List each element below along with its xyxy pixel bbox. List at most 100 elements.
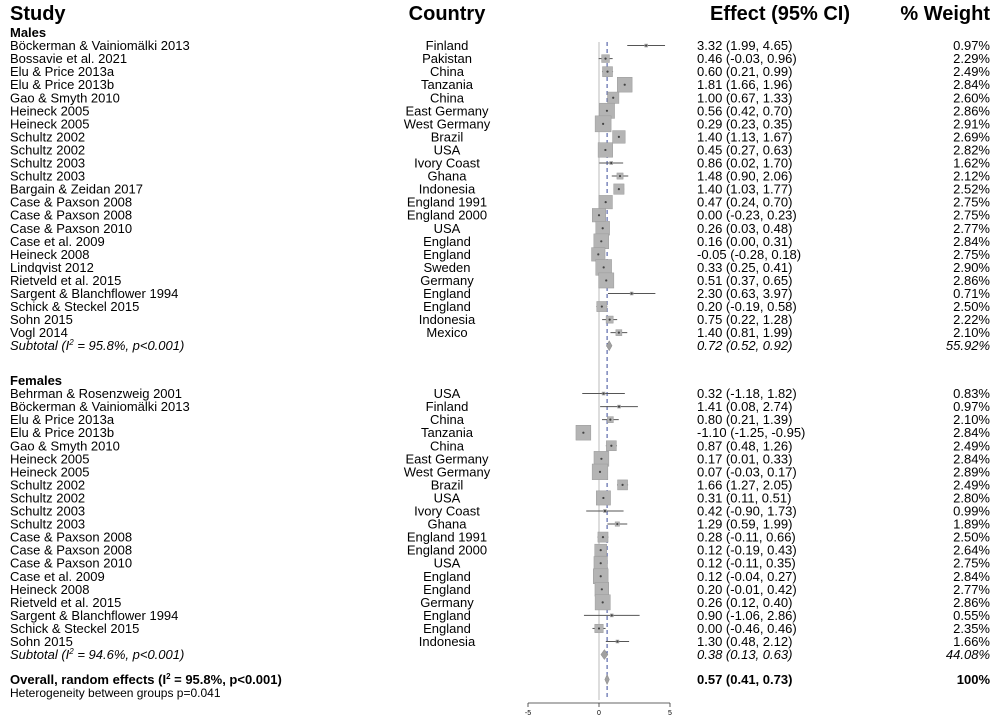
point-estimate <box>617 188 620 191</box>
effect-ci: 0.42 (-0.90, 1.73) <box>697 504 797 519</box>
country-name: England <box>423 621 471 636</box>
weight-value: 0.83% <box>953 386 990 401</box>
effect-ci: 0.45 (0.27, 0.63) <box>697 142 792 157</box>
country-header: Country <box>409 3 487 25</box>
weight-value: 2.84% <box>953 425 990 440</box>
effect-ci: 1.30 (0.48, 2.12) <box>697 634 792 649</box>
country-name: China <box>430 64 465 79</box>
study-name: Case & Paxson 2008 <box>10 195 132 210</box>
weight-value: 2.77% <box>953 582 990 597</box>
point-estimate <box>601 536 605 539</box>
point-estimate <box>601 227 604 230</box>
overall-label: Overall, random effects (I2 = 95.8%, p<0… <box>10 672 282 687</box>
effect-ci: 1.40 (1.03, 1.77) <box>697 182 792 197</box>
country-name: Indonesia <box>419 182 476 197</box>
weight-value: 2.29% <box>953 51 990 66</box>
country-name: England <box>423 582 471 597</box>
weight-value: 2.86% <box>953 273 990 288</box>
study-name: Schultz 2002 <box>10 142 85 157</box>
study-name: Schultz 2002 <box>10 490 85 505</box>
effect-ci: 0.87 (0.48, 1.26) <box>697 438 792 453</box>
point-estimate <box>604 201 607 204</box>
forest-row: Böckerman & Vainiomälki 2013 Finland 3.32 … <box>10 38 990 53</box>
effect-header: Effect (95% CI) <box>710 3 850 25</box>
country-name: West Germany <box>404 464 491 479</box>
weight-value: 2.60% <box>953 90 990 105</box>
study-name: Schultz 2002 <box>10 477 85 492</box>
point-estimate <box>598 470 602 473</box>
country-name: England 2000 <box>407 208 487 223</box>
country-name: Germany <box>420 595 474 610</box>
weight-value: 2.86% <box>953 103 990 118</box>
forest-row: Schick & Steckel 2015 England 0.20 (-0.19,… <box>10 299 990 314</box>
weight-value: 2.82% <box>953 142 990 157</box>
country-name: Ghana <box>427 169 467 184</box>
weight-value: 1.62% <box>953 156 990 171</box>
effect-ci: 1.48 (0.90, 2.06) <box>697 169 792 184</box>
effect-ci: 0.17 (0.01, 0.33) <box>697 451 792 466</box>
country-name: Tanzania <box>421 425 474 440</box>
study-name: Bossavie et al. 2021 <box>10 51 127 66</box>
point-estimate <box>602 496 605 500</box>
effect-ci: -0.05 (-0.28, 0.18) <box>697 247 801 262</box>
forest-row: Case & Paxson 2010 USA 0.26 (0.03, 0.48) 2.… <box>10 221 990 236</box>
study-name: Bargain & Zeidan 2017 <box>10 182 143 197</box>
point-estimate <box>603 509 607 513</box>
point-estimate <box>602 122 605 125</box>
x-tick-label: -5 <box>525 710 531 717</box>
weight-value: 2.69% <box>953 129 990 144</box>
forest-row: Schultz 2002 USA 0.31 (0.11, 0.51) 2.80% <box>10 490 990 505</box>
effect-ci: 0.86 (0.02, 1.70) <box>697 156 792 171</box>
subtotal-label: Subtotal (I2 = 94.6%, p<0.001) <box>10 647 184 662</box>
point-estimate <box>630 292 633 295</box>
subtotal-weight: 55.92% <box>946 338 990 353</box>
country-name: USA <box>434 386 461 401</box>
study-name: Sohn 2015 <box>10 312 73 327</box>
weight-value: 2.75% <box>953 208 990 223</box>
weight-value: 2.12% <box>953 169 990 184</box>
effect-ci: 0.32 (-1.18, 1.82) <box>697 386 797 401</box>
subtotal-weight: 44.08% <box>946 647 990 662</box>
effect-ci: 0.90 (-1.06, 2.86) <box>697 608 797 623</box>
study-name: Rietveld et al. 2015 <box>10 273 121 288</box>
study-name: Elu & Price 2013a <box>10 412 115 427</box>
country-name: Brazil <box>431 477 464 492</box>
study-header: Study <box>10 3 66 25</box>
point-estimate <box>612 96 615 99</box>
weight-value: 2.90% <box>953 260 990 275</box>
point-estimate <box>600 240 603 243</box>
forest-row: Schultz 2002 Brazil 1.66 (1.27, 2.05) 2.49% <box>10 477 990 492</box>
effect-ci: 0.07 (-0.03, 0.17) <box>697 464 797 479</box>
point-estimate <box>623 83 626 86</box>
effect-ci: 0.12 (-0.19, 0.43) <box>697 543 797 558</box>
country-name: Brazil <box>431 129 464 144</box>
study-name: Böckerman & Vainiomälki 2013 <box>10 38 190 53</box>
effect-ci: 0.00 (-0.23, 0.23) <box>697 208 797 223</box>
country-name: England 1991 <box>407 195 487 210</box>
overall-weight: 100% <box>957 672 991 687</box>
study-name: Schick & Steckel 2015 <box>10 299 139 314</box>
forest-row: Sohn 2015 Indonesia 0.75 (0.22, 1.28) 2.22% <box>10 312 990 327</box>
country-name: Finland <box>426 38 469 53</box>
country-name: West Germany <box>404 116 491 131</box>
country-name: Ghana <box>427 517 467 532</box>
point-estimate <box>618 174 622 178</box>
study-name: Schultz 2003 <box>10 504 85 519</box>
study-name: Heineck 2005 <box>10 451 90 466</box>
forest-row: Heineck 2005 East Germany 0.17 (0.01, 0.33… <box>10 451 990 467</box>
forest-row: Böckerman & Vainiomälki 2013 Finland 1.41 … <box>10 399 990 414</box>
country-name: Germany <box>420 273 474 288</box>
weight-value: 1.89% <box>953 517 990 532</box>
effect-ci: 0.20 (-0.19, 0.58) <box>697 299 797 314</box>
forest-row: Vogl 2014 Mexico 1.40 (0.81, 1.99) 2.10% <box>10 325 990 340</box>
study-name: Böckerman & Vainiomälki 2013 <box>10 399 190 414</box>
point-estimate <box>602 392 605 395</box>
weight-value: 2.84% <box>953 234 990 249</box>
study-name: Heineck 2005 <box>10 103 90 118</box>
country-name: USA <box>434 221 461 236</box>
country-name: Sweden <box>424 260 471 275</box>
country-name: England <box>423 608 471 623</box>
forest-row: Schick & Steckel 2015 England 0.00 (-0.46,… <box>10 621 990 636</box>
study-name: Case et al. 2009 <box>10 234 105 249</box>
